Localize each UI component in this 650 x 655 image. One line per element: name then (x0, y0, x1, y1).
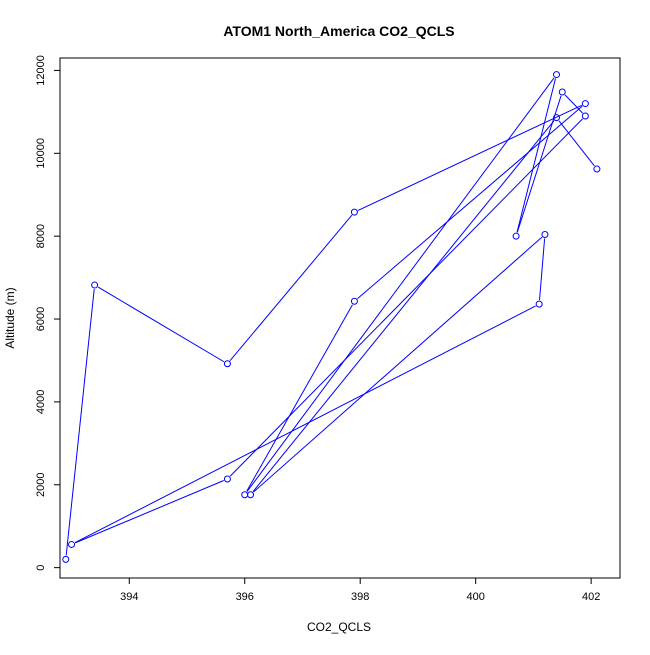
x-tick-label: 396 (236, 591, 254, 603)
x-tick-label: 400 (466, 591, 484, 603)
data-point (350, 208, 358, 216)
series-line-segment (97, 286, 225, 363)
data-point (350, 297, 358, 305)
plot-frame (59, 57, 621, 579)
data-point (223, 360, 231, 368)
series-line-segment (252, 120, 555, 492)
series-line-segment (564, 94, 583, 114)
chart-title: ATOM1 North_America CO2_QCLS (223, 23, 454, 39)
series-line-segment (65, 288, 95, 556)
data-point (223, 475, 231, 483)
y-tick-label: 10000 (35, 138, 47, 169)
series-line-segment (246, 77, 555, 492)
series-line-segment (75, 480, 224, 544)
y-tick-label: 6000 (35, 307, 47, 331)
series-points (62, 71, 601, 563)
series-line-segment (229, 214, 353, 362)
data-point (593, 165, 601, 173)
series-line-segment (558, 120, 595, 167)
data-point (62, 555, 70, 563)
y-axis: 0 2000 4000 6000 8000 10000 12000 (35, 55, 60, 571)
series-line-segment (74, 305, 536, 544)
data-point (541, 231, 549, 239)
series-line-segment (539, 238, 546, 301)
data-point (581, 112, 589, 120)
data-point (247, 491, 255, 499)
x-axis-label: CO2_QCLS (307, 620, 371, 634)
data-point (552, 71, 560, 79)
y-tick-label: 2000 (35, 473, 47, 497)
y-tick-label: 0 (35, 565, 47, 571)
data-point (512, 232, 520, 240)
series-line-segment (357, 105, 583, 299)
x-tick-label: 398 (351, 591, 369, 603)
data-point (535, 300, 543, 308)
series-line-segment (229, 118, 583, 477)
y-tick-label: 4000 (35, 390, 47, 414)
y-axis-label: Altitude (m) (3, 287, 17, 348)
data-point (91, 281, 99, 289)
x-tick-label: 402 (582, 591, 600, 603)
data-point (558, 88, 566, 96)
y-tick-label: 12000 (35, 55, 47, 86)
x-tick-label: 394 (120, 591, 138, 603)
x-axis: 394 396 398 400 402 (120, 578, 600, 603)
y-tick-label: 8000 (35, 224, 47, 248)
data-point (552, 114, 560, 122)
series-line-segment (246, 304, 353, 492)
data-point (581, 100, 589, 108)
series-line-segment (253, 236, 543, 493)
series-line-segment (516, 78, 557, 233)
data-point (68, 540, 76, 548)
